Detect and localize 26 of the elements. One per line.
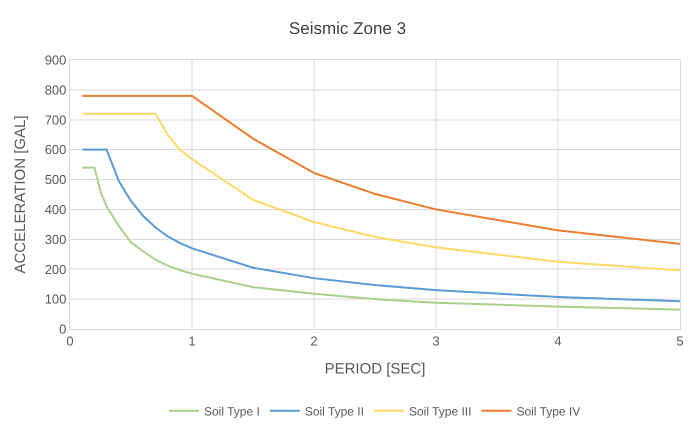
line-series [81, 166, 680, 311]
line-series [81, 148, 680, 302]
y-tick-label: 200 [44, 262, 66, 277]
legend-label: Soil Type IV [516, 404, 580, 418]
legend-label: Soil Type III [408, 404, 472, 418]
y-tick-label: 400 [44, 202, 66, 217]
y-tick-label: 300 [44, 232, 66, 247]
y-tick-label: 600 [44, 142, 66, 158]
y-tick-label: 100 [44, 292, 66, 307]
y-tick-label: 700 [44, 112, 66, 128]
x-tick-label: 1 [188, 334, 196, 349]
y-tick-label: 800 [44, 82, 66, 98]
line-series [81, 94, 680, 245]
legend-label: Soil Type II [304, 404, 364, 418]
y-tick-label: 900 [44, 52, 66, 68]
chart-title: Seismic Zone 3 [288, 18, 406, 38]
y-tick-label: 0 [59, 322, 66, 337]
line-series [81, 112, 680, 272]
x-tick-label: 3 [432, 334, 440, 349]
legend-label: Soil Type I [204, 404, 260, 418]
x-tick-label: 5 [676, 334, 684, 349]
x-tick-label: 2 [310, 334, 318, 349]
x-axis-title: PERIOD [SEC] [324, 360, 426, 378]
y-tick-label: 500 [44, 172, 66, 188]
x-tick-label: 4 [554, 334, 562, 349]
y-axis-title: ACCELERATION [GAL] [12, 115, 29, 274]
